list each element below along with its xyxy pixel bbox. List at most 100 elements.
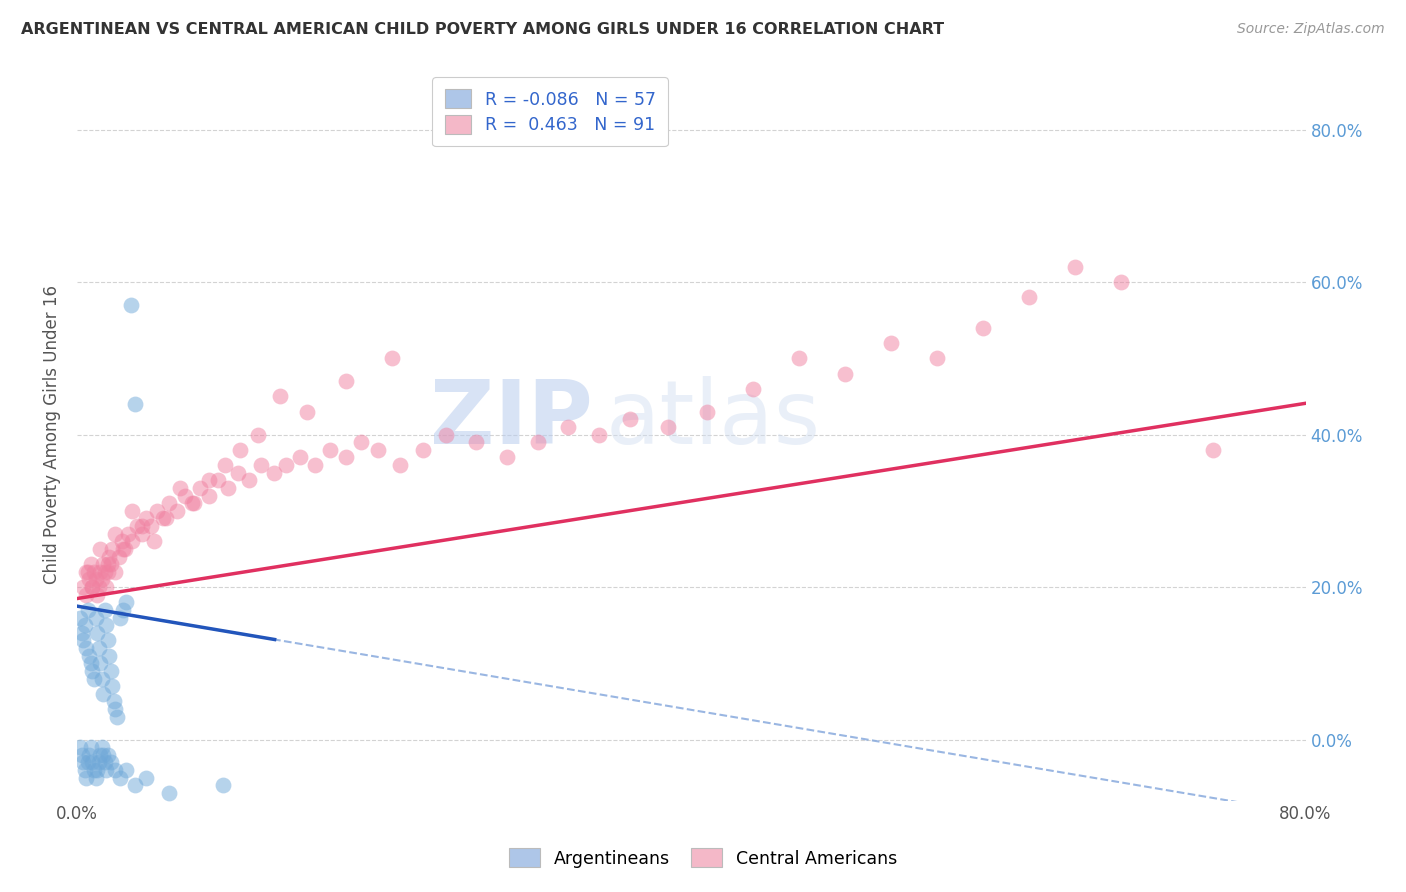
Point [96, 618, 118, 632]
Point [83, 672, 105, 686]
Point [166, 504, 188, 518]
Point [115, 763, 138, 777]
Point [247, 427, 270, 442]
Text: atlas: atlas [606, 376, 821, 464]
Point [412, 442, 434, 457]
Point [89, 657, 111, 671]
Point [108, 610, 131, 624]
Point [465, 435, 488, 450]
Point [101, 679, 124, 693]
Point [70, 625, 93, 640]
Point [157, 786, 180, 800]
Point [557, 420, 579, 434]
Point [75, 588, 97, 602]
Point [79, 648, 101, 663]
Point [214, 458, 236, 472]
Point [198, 473, 221, 487]
Point [89, 747, 111, 762]
Point [131, 519, 153, 533]
Point [228, 466, 250, 480]
Point [75, 641, 97, 656]
Point [82, 756, 104, 770]
Point [139, 519, 162, 533]
Point [73, 763, 96, 777]
Point [87, 641, 110, 656]
Point [73, 618, 96, 632]
Point [80, 558, 103, 572]
Point [117, 526, 139, 541]
Point [155, 511, 177, 525]
Point [72, 633, 94, 648]
Point [76, 565, 98, 579]
Point [367, 442, 389, 457]
Point [619, 412, 641, 426]
Point [79, 573, 101, 587]
Point [335, 374, 357, 388]
Point [75, 565, 97, 579]
Point [98, 648, 121, 663]
Point [169, 481, 191, 495]
Point [87, 580, 110, 594]
Text: Source: ZipAtlas.com: Source: ZipAtlas.com [1237, 22, 1385, 37]
Point [263, 466, 285, 480]
Point [93, 565, 115, 579]
Point [297, 405, 319, 419]
Point [104, 526, 127, 541]
Legend: Argentineans, Central Americans: Argentineans, Central Americans [501, 839, 905, 876]
Point [925, 351, 948, 366]
Point [787, 351, 810, 366]
Point [83, 763, 105, 777]
Point [304, 458, 326, 472]
Point [104, 702, 127, 716]
Point [76, 603, 98, 617]
Point [173, 489, 195, 503]
Point [157, 496, 180, 510]
Point [97, 747, 120, 762]
Point [93, 603, 115, 617]
Point [93, 756, 115, 770]
Point [696, 405, 718, 419]
Point [146, 504, 169, 518]
Point [269, 389, 291, 403]
Point [388, 458, 411, 472]
Point [1109, 275, 1132, 289]
Legend: R = -0.086   N = 57, R =  0.463   N = 91: R = -0.086 N = 57, R = 0.463 N = 91 [433, 78, 668, 146]
Point [87, 756, 110, 770]
Point [89, 565, 111, 579]
Point [91, 687, 114, 701]
Point [274, 458, 297, 472]
Point [108, 771, 131, 785]
Point [526, 435, 548, 450]
Point [69, 610, 91, 624]
Point [250, 458, 273, 472]
Point [97, 565, 120, 579]
Point [319, 442, 342, 457]
Point [115, 595, 138, 609]
Point [91, 747, 114, 762]
Point [90, 740, 112, 755]
Point [86, 763, 108, 777]
Point [135, 511, 157, 525]
Point [82, 580, 104, 594]
Point [972, 320, 994, 334]
Point [100, 558, 122, 572]
Point [75, 771, 97, 785]
Point [83, 565, 105, 579]
Point [496, 450, 519, 465]
Point [112, 603, 135, 617]
Point [183, 496, 205, 510]
Point [121, 504, 143, 518]
Point [121, 534, 143, 549]
Point [588, 427, 610, 442]
Point [100, 664, 122, 678]
Point [229, 442, 252, 457]
Point [91, 558, 114, 572]
Point [212, 778, 235, 792]
Point [80, 657, 103, 671]
Point [125, 519, 148, 533]
Point [101, 541, 124, 556]
Point [1018, 290, 1040, 304]
Text: ZIP: ZIP [430, 376, 593, 464]
Point [198, 489, 221, 503]
Text: ARGENTINEAN VS CENTRAL AMERICAN CHILD POVERTY AMONG GIRLS UNDER 16 CORRELATION C: ARGENTINEAN VS CENTRAL AMERICAN CHILD PO… [21, 22, 945, 37]
